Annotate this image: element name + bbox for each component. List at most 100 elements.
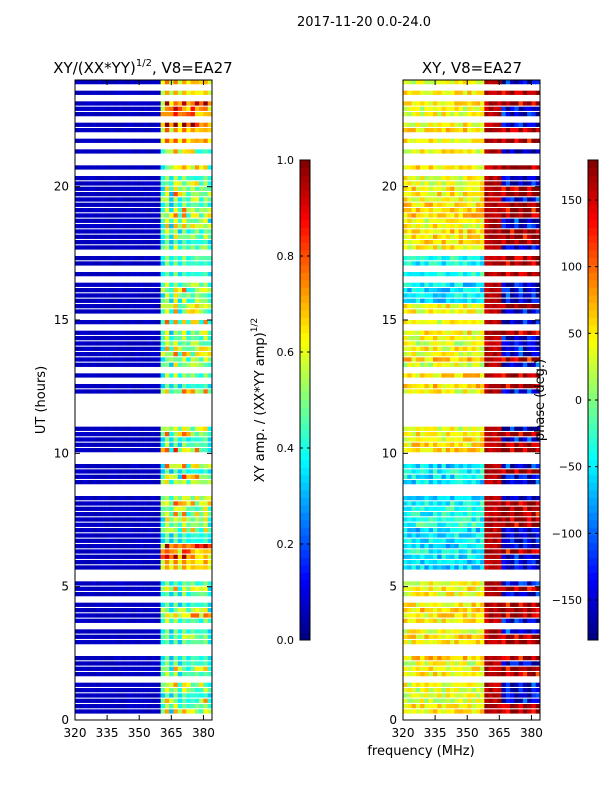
heatmap-cell [518,389,524,394]
left-y-axis-label: UT (hours) [34,366,49,434]
heatmap-cell [100,245,106,250]
heatmap-cell [139,634,144,639]
heatmap-cell [505,373,511,378]
heatmap-cell [126,138,131,143]
heatmap-cell [514,362,519,367]
heatmap-cell [497,261,502,266]
heatmap-cell [147,506,153,511]
heatmap-cell [518,442,524,447]
heatmap-cell [462,336,468,341]
heatmap-cell [505,528,511,533]
heatmap-cell [92,309,97,314]
heatmap-cell [164,554,170,559]
heatmap-cell [109,234,114,239]
heatmap-cell [510,426,515,431]
heatmap-cell [147,389,153,394]
heatmap-cell [424,581,429,586]
heatmap-cell [505,661,511,666]
heatmap-cell [186,336,191,341]
heatmap-cell [169,293,174,298]
heatmap-cell [535,672,541,677]
heatmap-cell [83,112,89,117]
heatmap-cell [152,469,157,474]
heatmap-cell [497,245,502,250]
heatmap-cell [501,522,507,527]
heatmap-cell [143,640,149,645]
heatmap-cell [535,506,541,511]
heatmap-cell [160,426,166,431]
heatmap-cell [130,634,136,639]
heatmap-cell [92,549,97,554]
heatmap-cell [424,256,429,261]
heatmap-cell [432,384,438,389]
heatmap-cell [152,517,157,522]
heatmap-cell [407,346,412,351]
heatmap-cell [122,165,127,170]
heatmap-cell [190,528,196,533]
heatmap-cell [109,533,114,538]
suptitle: 2017-11-20 0.0-24.0 [297,15,431,30]
heatmap-cell [203,197,209,202]
heatmap-cell [186,474,191,479]
heatmap-cell [75,698,80,703]
heatmap-cell [122,474,127,479]
heatmap-cell [437,613,442,618]
heatmap-cell [87,693,93,698]
heatmap-cell [126,661,131,666]
heatmap-cell [450,480,455,485]
heatmap-cell [199,512,204,517]
heatmap-cell [207,613,213,618]
heatmap-cell [156,549,161,554]
heatmap-cell [535,282,541,287]
colorbar-segment [300,542,310,551]
heatmap-cell [411,506,417,511]
heatmap-cell [514,512,519,517]
heatmap-cell [194,192,200,197]
heatmap-cell [531,581,537,586]
heatmap-cell [510,501,515,506]
heatmap-cell [527,389,532,394]
heatmap-cell [207,688,213,693]
heatmap-cell [207,496,213,501]
heatmap-cell [87,629,93,634]
heatmap-cell [518,544,524,549]
heatmap-cell [113,474,119,479]
heatmap-cell [126,656,131,661]
heatmap-cell [527,629,532,634]
heatmap-cell [117,549,123,554]
heatmap-cell [445,608,451,613]
heatmap-cell [126,218,131,223]
heatmap-cell [510,629,515,634]
heatmap-cell [207,704,213,709]
heatmap-cell [96,330,101,335]
heatmap-cell [130,240,136,245]
heatmap-cell [415,304,421,309]
heatmap-cell [190,629,196,634]
heatmap-cell [122,320,127,325]
heatmap-cell [113,176,119,181]
heatmap-cell [488,474,494,479]
heatmap-cell [160,661,166,666]
heatmap-cell [480,469,485,474]
heatmap-cell [190,181,196,186]
heatmap-cell [113,448,119,453]
heatmap-cell [134,208,140,213]
heatmap-cell [143,90,149,95]
heatmap-cell [173,688,179,693]
heatmap-cell [182,698,187,703]
heatmap-cell [104,202,110,207]
heatmap-cell [173,501,179,506]
heatmap-cell [407,474,412,479]
heatmap-cell [75,506,80,511]
heatmap-cell [160,442,166,447]
heatmap-cell [113,688,119,693]
heatmap-cell [182,432,187,437]
heatmap-cell [117,256,123,261]
heatmap-cell [143,122,149,127]
heatmap-cell [467,384,472,389]
heatmap-cell [186,560,191,565]
heatmap-cell [497,362,502,367]
heatmap-cell [113,149,119,154]
heatmap-cell [510,592,515,597]
heatmap-cell [104,608,110,613]
